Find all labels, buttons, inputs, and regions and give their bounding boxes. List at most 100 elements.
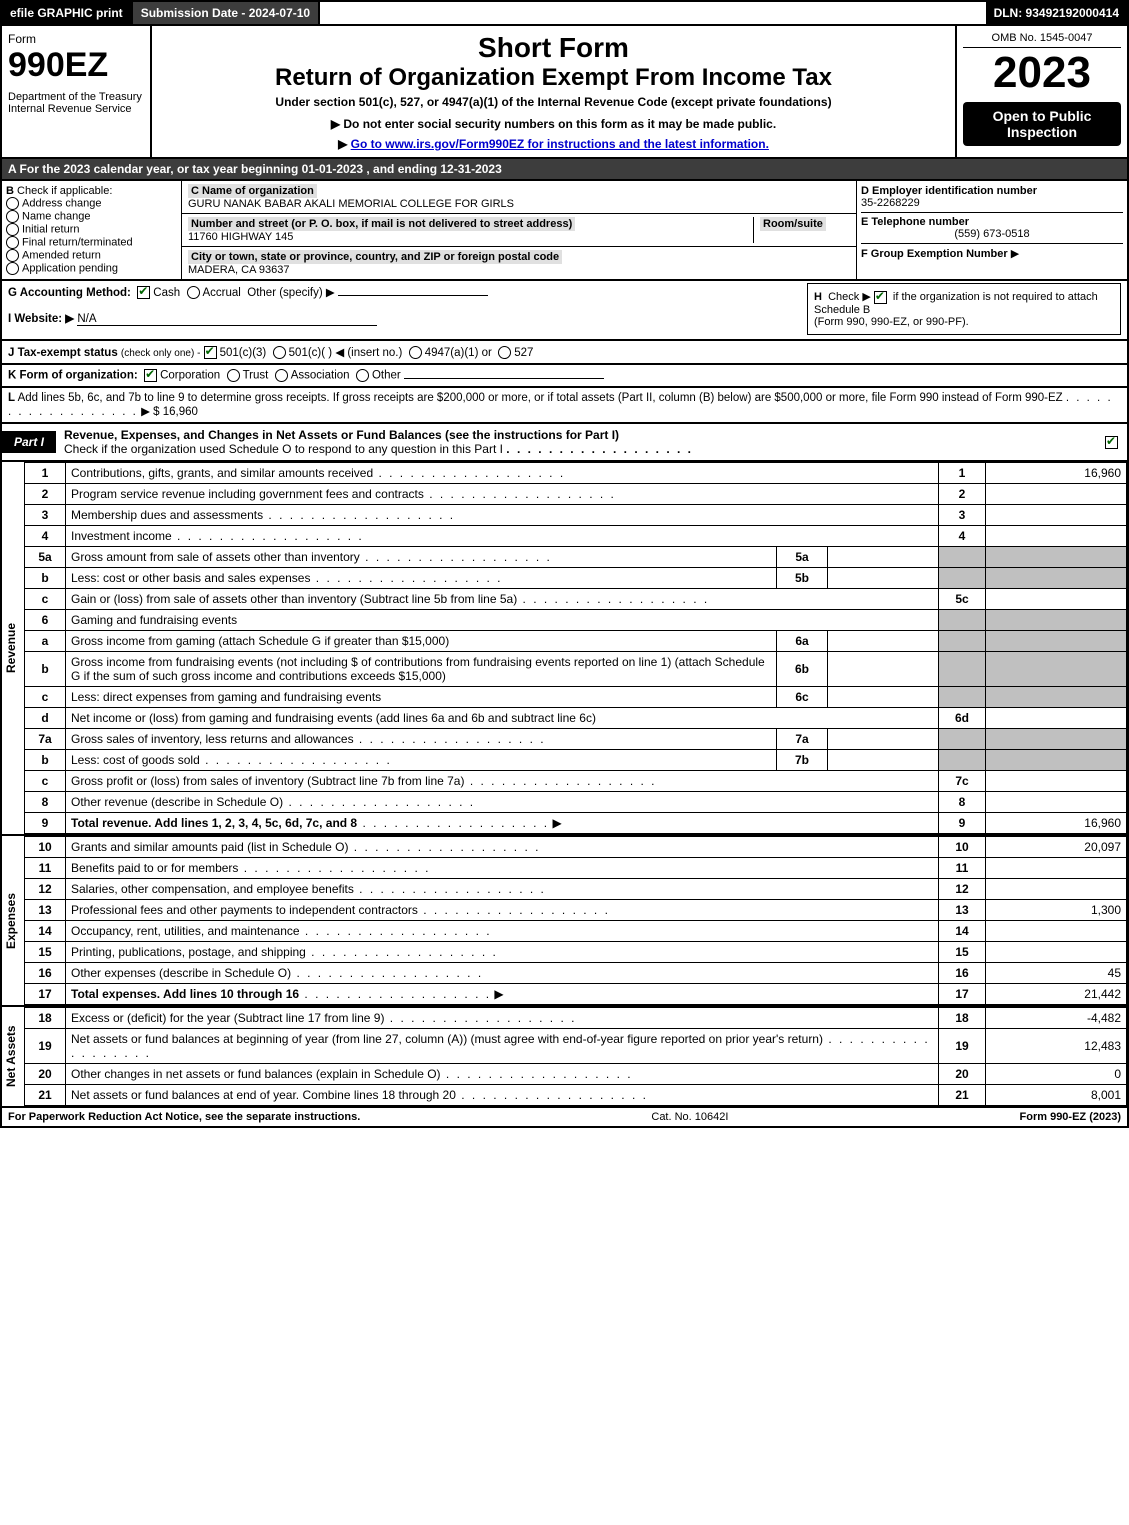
header-right: OMB No. 1545-0047 2023 Open to Public In… (957, 26, 1127, 157)
j-501c3-checkbox[interactable] (204, 346, 217, 359)
k-other-line[interactable] (404, 378, 604, 379)
line-1: 1 Contributions, gifts, grants, and simi… (25, 463, 1127, 484)
l-amount: $ 16,960 (153, 406, 198, 418)
line-1-desc: Contributions, gifts, grants, and simila… (71, 466, 373, 480)
k-label: K Form of organization: (8, 370, 138, 382)
org-city: MADERA, CA 93637 (188, 264, 290, 276)
revenue-section: Revenue 1 Contributions, gifts, grants, … (0, 462, 1129, 836)
h-check-text: Check ▶ (828, 291, 871, 303)
checkbox-address-change[interactable] (6, 197, 19, 210)
line-6: 6 Gaming and fundraising events (25, 610, 1127, 631)
irs-link[interactable]: Go to www.irs.gov/Form990EZ for instruct… (351, 137, 769, 151)
section-a: A For the 2023 calendar year, or tax yea… (0, 159, 1129, 181)
submission-date: Submission Date - 2024-07-10 (133, 2, 320, 24)
line-5c: c Gain or (loss) from sale of assets oth… (25, 589, 1127, 610)
org-street: 11760 HIGHWAY 145 (188, 231, 293, 243)
opt-amended-return: Amended return (22, 249, 101, 261)
k-other: Other (372, 370, 401, 382)
checkbox-initial-return[interactable] (6, 223, 19, 236)
opt-application-pending: Application pending (22, 262, 118, 274)
line-13: 13 Professional fees and other payments … (25, 900, 1127, 921)
revenue-vlabel: Revenue (2, 462, 24, 834)
short-form-title: Short Form (158, 32, 949, 64)
l-text: Add lines 5b, 6c, and 7b to line 9 to de… (18, 392, 1063, 404)
e-label: E Telephone number (861, 216, 969, 228)
j-527-checkbox[interactable] (498, 346, 511, 359)
line-18: 18 Excess or (deficit) for the year (Sub… (25, 1008, 1127, 1029)
part-i-check-text: Check if the organization used Schedule … (64, 442, 503, 456)
line-7a: 7a Gross sales of inventory, less return… (25, 729, 1127, 750)
i-label: I Website: ▶ (8, 313, 74, 325)
tax-year: 2023 (963, 48, 1121, 98)
expenses-vlabel: Expenses (2, 836, 24, 1005)
section-def: D Employer identification number 35-2268… (857, 181, 1127, 279)
line-9: 9 Total revenue. Add lines 1, 2, 3, 4, 5… (25, 813, 1127, 834)
part-i-title-wrap: Revenue, Expenses, and Changes in Net As… (56, 424, 1099, 460)
k-corp: Corporation (160, 370, 220, 382)
g-h-block: H Check ▶ if the organization is not req… (0, 281, 1129, 341)
netassets-vlabel: Net Assets (2, 1007, 24, 1106)
j-opt2b: ◀ (insert no.) (335, 347, 402, 359)
line-6b: b Gross income from fundraising events (… (25, 652, 1127, 687)
j-block: J Tax-exempt status (check only one) - 5… (0, 341, 1129, 365)
ein-value: 35-2268229 (861, 197, 920, 209)
dept-label: Department of the Treasury Internal Reve… (8, 91, 144, 115)
checkbox-application-pending[interactable] (6, 262, 19, 275)
line-10: 10 Grants and similar amounts paid (list… (25, 837, 1127, 858)
j-opt2: 501(c)( ) (289, 347, 332, 359)
c-name-label: C Name of organization (188, 184, 317, 198)
line-20: 20 Other changes in net assets or fund b… (25, 1064, 1127, 1085)
line-2: 2 Program service revenue including gove… (25, 484, 1127, 505)
line-6d: d Net income or (loss) from gaming and f… (25, 708, 1127, 729)
section-h: H Check ▶ if the organization is not req… (807, 283, 1121, 335)
g-label: G Accounting Method: (8, 287, 131, 299)
dln-label: DLN: 93492192000414 (986, 2, 1127, 24)
section-c: C Name of organization GURU NANAK BABAR … (182, 181, 857, 279)
checkbox-name-change[interactable] (6, 210, 19, 223)
j-4947-checkbox[interactable] (409, 346, 422, 359)
note-goto: ▶ Go to www.irs.gov/Form990EZ for instru… (158, 137, 949, 151)
line-4: 4 Investment income 4 (25, 526, 1127, 547)
checkbox-final-return[interactable] (6, 236, 19, 249)
open-inspection-badge: Open to Public Inspection (963, 102, 1121, 146)
opt-address-change: Address change (22, 197, 102, 209)
footer-left: For Paperwork Reduction Act Notice, see … (8, 1111, 360, 1123)
form-header: Form 990EZ Department of the Treasury In… (0, 26, 1129, 159)
total-expenses-amt: 21,442 (986, 984, 1127, 1005)
line-11: 11 Benefits paid to or for members 11 (25, 858, 1127, 879)
l-block: L Add lines 5b, 6c, and 7b to line 9 to … (0, 388, 1129, 424)
c-room-label: Room/suite (760, 217, 826, 231)
part-i-dots (506, 442, 693, 456)
k-assoc: Association (291, 370, 350, 382)
line-7b: b Less: cost of goods sold 7b (25, 750, 1127, 771)
line-1-amt: 16,960 (986, 463, 1127, 484)
info-grid: B Check if applicable: Address change Na… (0, 181, 1129, 281)
line-12: 12 Salaries, other compensation, and emp… (25, 879, 1127, 900)
k-corp-checkbox[interactable] (144, 369, 157, 382)
k-assoc-checkbox[interactable] (275, 369, 288, 382)
k-trust-checkbox[interactable] (227, 369, 240, 382)
line-7c: c Gross profit or (loss) from sales of i… (25, 771, 1127, 792)
line-16: 16 Other expenses (describe in Schedule … (25, 963, 1127, 984)
g-accrual-checkbox[interactable] (187, 286, 200, 299)
expenses-table: 10 Grants and similar amounts paid (list… (24, 836, 1127, 1005)
netassets-section: Net Assets 18 Excess or (deficit) for th… (0, 1007, 1129, 1108)
efile-label[interactable]: efile GRAPHIC print (2, 2, 133, 24)
checkbox-amended-return[interactable] (6, 249, 19, 262)
g-other-line[interactable] (338, 295, 488, 296)
j-501c-checkbox[interactable] (273, 346, 286, 359)
part-i-schedule-o-checkbox[interactable] (1105, 436, 1118, 449)
j-sub: (check only one) - (121, 348, 200, 359)
j-opt3: 4947(a)(1) or (425, 347, 492, 359)
g-cash-checkbox[interactable] (137, 286, 150, 299)
note-ssn: ▶ Do not enter social security numbers o… (158, 117, 949, 131)
c-street-label: Number and street (or P. O. box, if mail… (188, 217, 575, 231)
net-assets-end-amt: 8,001 (986, 1085, 1127, 1106)
section-b: B Check if applicable: Address change Na… (2, 181, 182, 279)
j-opt4: 527 (514, 347, 533, 359)
k-other-checkbox[interactable] (356, 369, 369, 382)
revenue-table: 1 Contributions, gifts, grants, and simi… (24, 462, 1127, 834)
h-checkbox[interactable] (874, 291, 887, 304)
l-label: L (8, 392, 15, 404)
part-i-label: Part I (2, 431, 56, 453)
